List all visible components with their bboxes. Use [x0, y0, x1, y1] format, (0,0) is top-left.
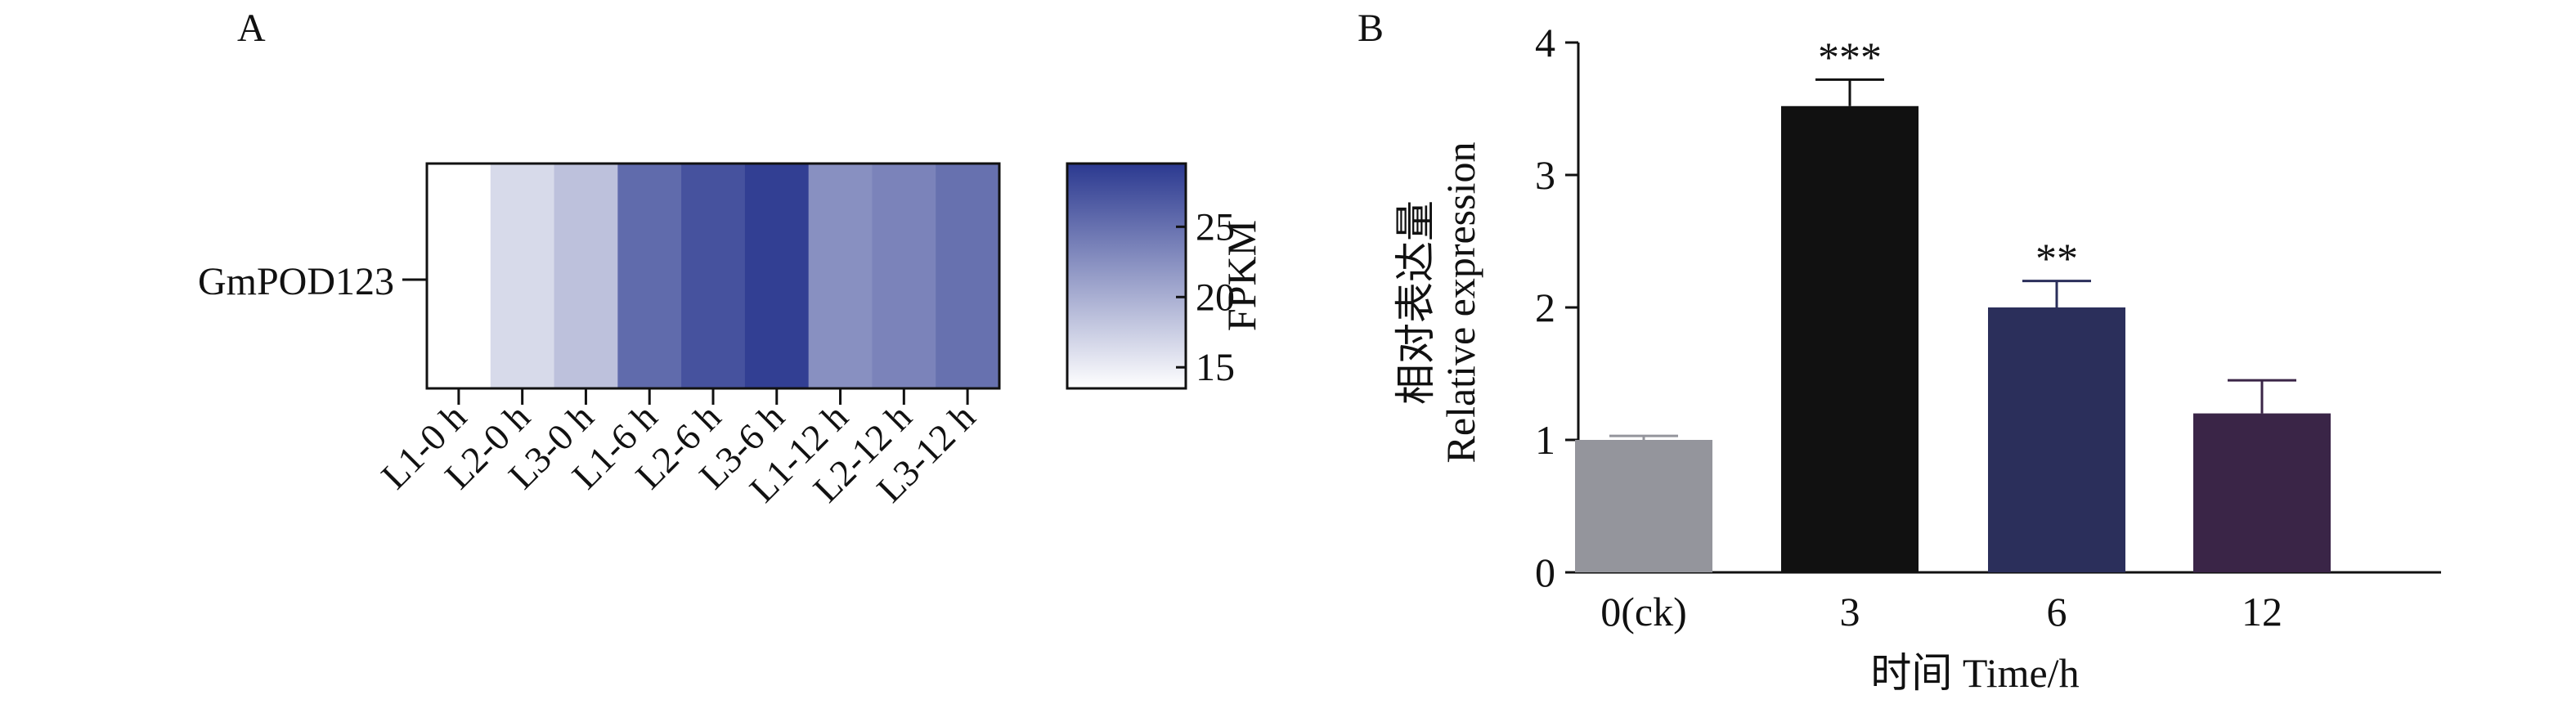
x-axis-label: 时间 Time/h	[1870, 650, 2079, 696]
significance-label: ***	[1818, 34, 1882, 81]
heatmap-cell	[617, 164, 682, 388]
colorbar-tick-label: 20	[1196, 276, 1235, 319]
heatmap-x-ticks: L1-0 hL2-0 hL3-0 hL1-6 hL2-6 hL3-6 hL1-1…	[373, 388, 983, 510]
x-tick-label: 12	[2242, 589, 2282, 634]
panel-b-label: B	[1358, 7, 1384, 50]
significance-label: **	[2035, 236, 2078, 283]
heatmap-cell	[427, 164, 491, 388]
y-axis-label-en: Relative expression	[1438, 142, 1483, 464]
y-axis-label-cn: 相对表达量	[1393, 200, 1438, 405]
y-tick-label: 0	[1535, 549, 1555, 595]
heatmap-cell	[554, 164, 618, 388]
bars: 0(ck) *** 3 ** 6 12	[1575, 34, 2331, 634]
heatmap-cell	[681, 164, 746, 388]
y-tick-label: 3	[1535, 152, 1555, 198]
bar	[2193, 413, 2331, 572]
colorbar-tick-label: 25	[1196, 205, 1235, 249]
x-tick-label: 6	[2047, 589, 2067, 634]
bar	[1575, 440, 1712, 572]
y-tick-label: 4	[1535, 20, 1555, 65]
colorbar-tick-label: 15	[1196, 346, 1235, 389]
y-tick-label: 2	[1535, 285, 1555, 330]
heatmap-cell	[808, 164, 873, 388]
panel-a: A GmPOD123 L1-0 hL2-0 hL3-0 hL1-6 hL2-6 …	[198, 7, 1264, 510]
heatmap-cell	[490, 164, 555, 388]
heatmap-cell	[936, 164, 1000, 388]
panel-a-label: A	[237, 7, 266, 50]
bar	[1988, 307, 2125, 572]
colorbar-label: FPKM	[1218, 220, 1264, 331]
heatmap-cell	[744, 164, 810, 388]
heatmap-cells	[427, 164, 1000, 388]
y-tick-label: 1	[1535, 417, 1555, 463]
x-tick-label: 0(ck)	[1600, 589, 1687, 634]
heatmap-row-label: GmPOD123	[198, 260, 394, 303]
x-tick-label: 3	[1840, 589, 1860, 634]
colorbar	[1066, 162, 1187, 390]
bar	[1781, 105, 1919, 572]
heatmap-cell	[872, 164, 936, 388]
colorbar-ticks: 15 20 25	[1176, 205, 1235, 389]
